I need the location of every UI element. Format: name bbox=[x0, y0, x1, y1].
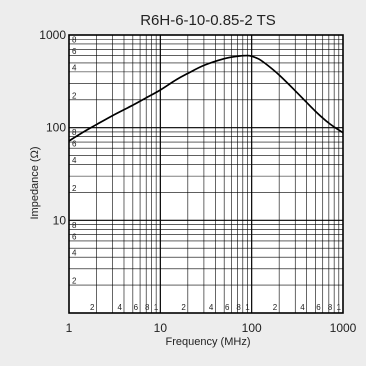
x-minor-tick-label: 4 bbox=[209, 303, 214, 312]
y-minor-tick-label: 8 bbox=[72, 128, 77, 137]
chart-title: R6H-6-10-0.85-2 TS bbox=[140, 12, 276, 29]
plot-frame bbox=[68, 34, 344, 314]
x-minor-tick-label: 6 bbox=[316, 303, 321, 312]
y-minor-tick-label: 2 bbox=[72, 184, 77, 193]
y-minor-tick-label: 6 bbox=[72, 47, 77, 56]
y-tick-label: 100 bbox=[46, 121, 66, 135]
y-tick-label: 1000 bbox=[39, 28, 66, 42]
x-minor-tick-label: 2 bbox=[273, 303, 278, 312]
x-minor-tick-label: 8 bbox=[236, 303, 241, 312]
x-minor-tick-label: 2 bbox=[181, 303, 186, 312]
y-tick-label: 10 bbox=[53, 213, 67, 227]
y-minor-tick-label: 4 bbox=[72, 63, 77, 72]
series-layer bbox=[68, 54, 344, 142]
x-minor-tick-label: 4 bbox=[300, 303, 305, 312]
x-tick-label: 100 bbox=[242, 321, 262, 335]
x-minor-tick-label: 1 bbox=[245, 303, 250, 312]
x-minor-tick-label: 2 bbox=[90, 303, 95, 312]
y-minor-tick-label: 8 bbox=[72, 35, 77, 44]
x-minor-tick-label: 6 bbox=[134, 303, 139, 312]
x-minor-tick-label: 6 bbox=[225, 303, 230, 312]
x-minor-tick-label: 8 bbox=[145, 303, 150, 312]
y-minor-tick-label: 8 bbox=[72, 221, 77, 230]
y-minor-tick-label: 2 bbox=[72, 277, 77, 286]
grid-lines bbox=[69, 35, 343, 313]
y-axis-title: Impedance (Ω) bbox=[29, 146, 41, 219]
x-minor-tick-label: 4 bbox=[118, 303, 123, 312]
y-minor-tick-label: 4 bbox=[72, 156, 77, 165]
x-tick-label: 10 bbox=[154, 321, 168, 335]
x-tick-label: 1000 bbox=[330, 321, 357, 335]
x-minor-tick-label: 1 bbox=[154, 303, 159, 312]
x-tick-label: 1 bbox=[66, 321, 73, 335]
plot-background bbox=[69, 35, 343, 313]
x-axis-title: Frequency (MHz) bbox=[166, 336, 251, 348]
x-minor-tick-label: 8 bbox=[328, 303, 333, 312]
impedance-curve bbox=[68, 54, 344, 142]
y-minor-tick-label: 4 bbox=[72, 249, 77, 258]
y-minor-tick-label: 2 bbox=[72, 91, 77, 100]
y-minor-tick-label: 6 bbox=[72, 140, 77, 149]
y-minor-tick-label: 6 bbox=[72, 232, 77, 241]
x-minor-tick-label: 1 bbox=[337, 303, 342, 312]
